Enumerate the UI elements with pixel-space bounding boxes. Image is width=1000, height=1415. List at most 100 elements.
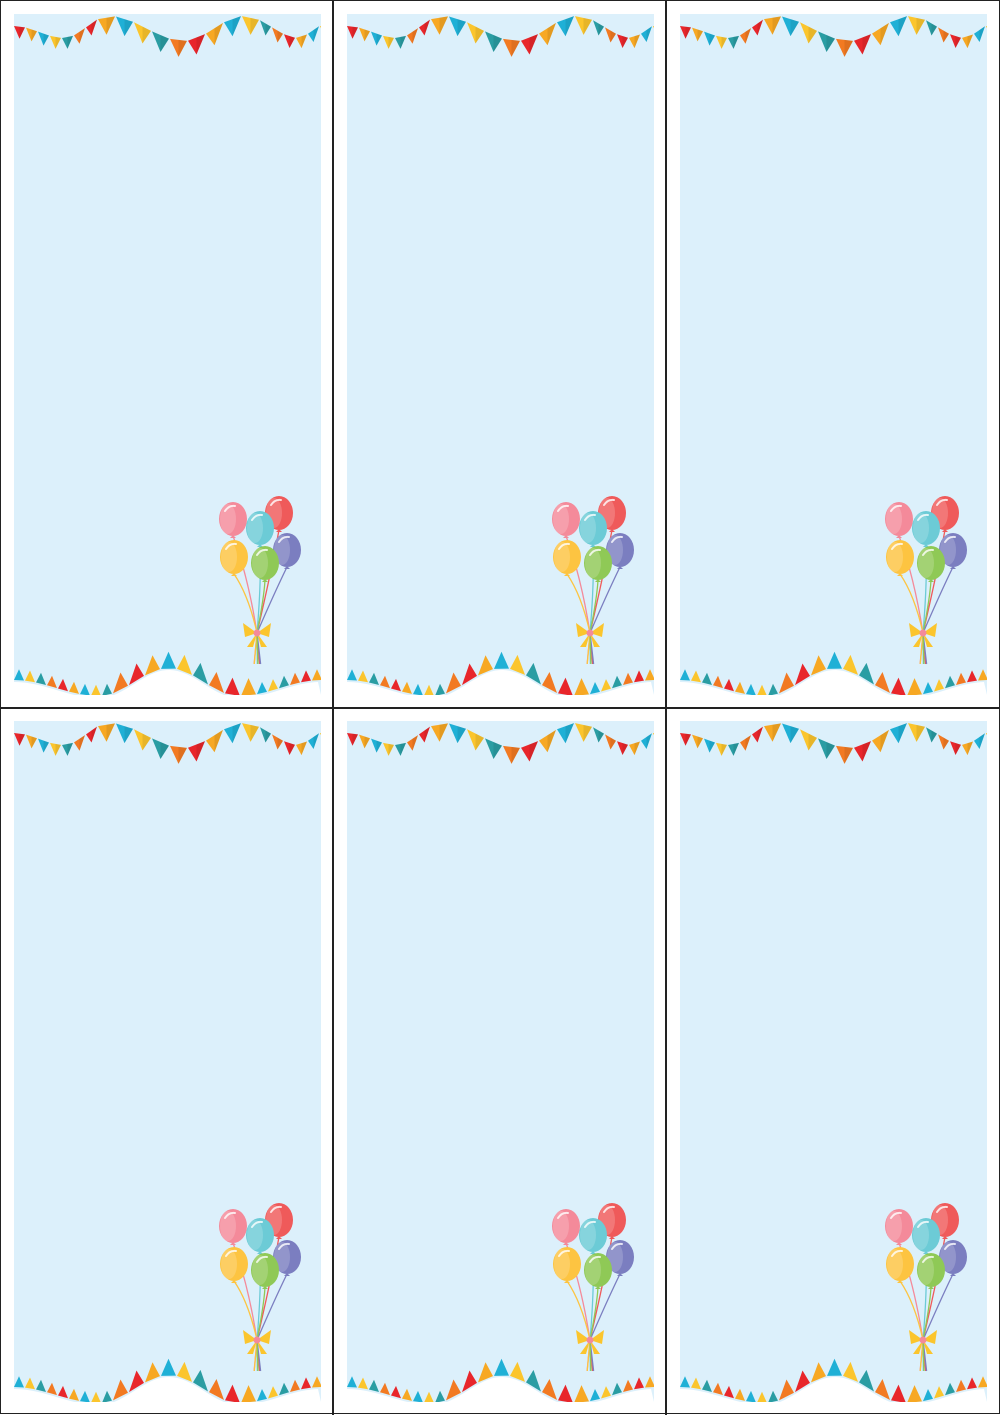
bunting-flag: [312, 1376, 321, 1388]
bunting-flag: [177, 1361, 192, 1382]
bunting-flag: [641, 733, 652, 749]
bunting-flag: [634, 1377, 644, 1390]
bunting-flag: [757, 1391, 767, 1402]
bunting-flag: [347, 1376, 357, 1388]
bunting-flag: [945, 675, 955, 689]
bunting-flag: [557, 16, 574, 37]
bunting-flag: [890, 16, 907, 37]
bunting-flag: [724, 678, 734, 692]
bunting-flag: [296, 34, 307, 49]
bunting-flag: [116, 723, 133, 744]
bunting-flag: [225, 677, 240, 695]
bunting-flag: [26, 27, 37, 42]
balloon-bouquet: [885, 1203, 967, 1372]
bunting-flag: [818, 738, 835, 759]
bunting-flag: [526, 662, 541, 685]
bunting-flag: [478, 655, 493, 676]
bunting-flag: [69, 1388, 79, 1401]
bunting-flag: [612, 1382, 622, 1396]
bunting-flag: [757, 684, 767, 695]
bunting-flag: [467, 729, 484, 751]
bunting-flag: [279, 675, 289, 689]
bunting-flag: [740, 28, 751, 44]
bunting-flag: [978, 1376, 987, 1388]
bunting-flag: [47, 675, 57, 689]
bunting-flag: [934, 1386, 944, 1399]
bunting-flag: [950, 741, 961, 755]
bunting-flag: [728, 35, 739, 49]
bunting-flag: [923, 681, 933, 695]
bunting-flag: [383, 742, 394, 756]
bunting-flag: [462, 1370, 477, 1393]
bunting-flag: [854, 741, 871, 762]
bunting-flag: [542, 672, 557, 693]
bunting-flag: [102, 1390, 112, 1402]
bunting-flag: [50, 35, 61, 49]
bunting-flag: [279, 1382, 289, 1396]
bunting-flag: [435, 1390, 445, 1402]
bunting-flag: [558, 1384, 573, 1402]
balloon-bouquet: [885, 496, 967, 665]
bunting-flag: [623, 1379, 633, 1393]
bunting-flag: [14, 733, 25, 746]
bunting-flag: [260, 20, 271, 36]
bunting-flag: [539, 22, 556, 46]
bunting-flag: [827, 1358, 842, 1376]
bunting-flag: [680, 26, 691, 39]
bunting-bottom: [680, 1358, 987, 1402]
bunting-flag: [891, 1384, 906, 1402]
bunting-flag: [413, 683, 423, 695]
bunting-flag: [503, 38, 520, 57]
bunting-flag: [735, 681, 745, 694]
bunting-flag: [542, 1379, 557, 1400]
bunting-flag: [431, 16, 448, 35]
bunting-flag: [134, 729, 151, 751]
bow-knot: [253, 629, 261, 637]
ribbon-bow: [243, 623, 271, 647]
bunting-top: [680, 16, 987, 57]
bunting-flag: [47, 1382, 57, 1396]
bunting-flag: [716, 742, 727, 756]
bunting-flag: [113, 672, 128, 694]
bunting-flag: [272, 27, 283, 43]
bunting-flag: [36, 672, 46, 685]
bunting-flag: [74, 735, 85, 751]
bunting-flag: [702, 1379, 712, 1392]
bunting-flag: [938, 734, 949, 750]
bunting-flag: [680, 1376, 690, 1388]
bunting-flag: [907, 678, 922, 695]
bunting-flag: [593, 727, 604, 743]
bunting-flag: [617, 741, 628, 755]
bunting-flag: [38, 738, 49, 753]
bunting-flag: [641, 26, 652, 42]
ribbon-bow: [909, 623, 937, 647]
bunting-top: [347, 16, 654, 57]
bunting-flag: [38, 31, 49, 46]
party-card: [347, 14, 654, 695]
bunting-flag: [653, 733, 654, 736]
bunting-flag: [818, 31, 835, 52]
bunting-flag: [284, 741, 295, 755]
bunting-flag: [225, 1384, 240, 1402]
bunting-flag: [967, 1377, 977, 1390]
bunting-flag: [843, 1361, 858, 1382]
bunting-flag: [891, 677, 906, 695]
bunting-flag: [653, 26, 654, 29]
bunting-flag: [740, 735, 751, 751]
bunting-flag: [58, 678, 68, 692]
bunting-flag: [98, 723, 115, 742]
bunting-flag: [617, 34, 628, 48]
card-background: [347, 14, 654, 695]
bunting-flag: [485, 738, 502, 759]
bunting-flag: [268, 1386, 278, 1399]
bunting-flag: [854, 34, 871, 55]
bunting-flag: [908, 16, 925, 35]
bunting-flag: [601, 679, 611, 692]
balloon-bouquet: [219, 496, 301, 665]
white-hills: [680, 1377, 987, 1402]
bow-knot: [586, 629, 594, 637]
bunting-flag: [359, 734, 370, 749]
bunting-flag: [691, 1377, 701, 1390]
bunting-flag: [680, 669, 690, 681]
bunting-flag: [735, 1388, 745, 1401]
